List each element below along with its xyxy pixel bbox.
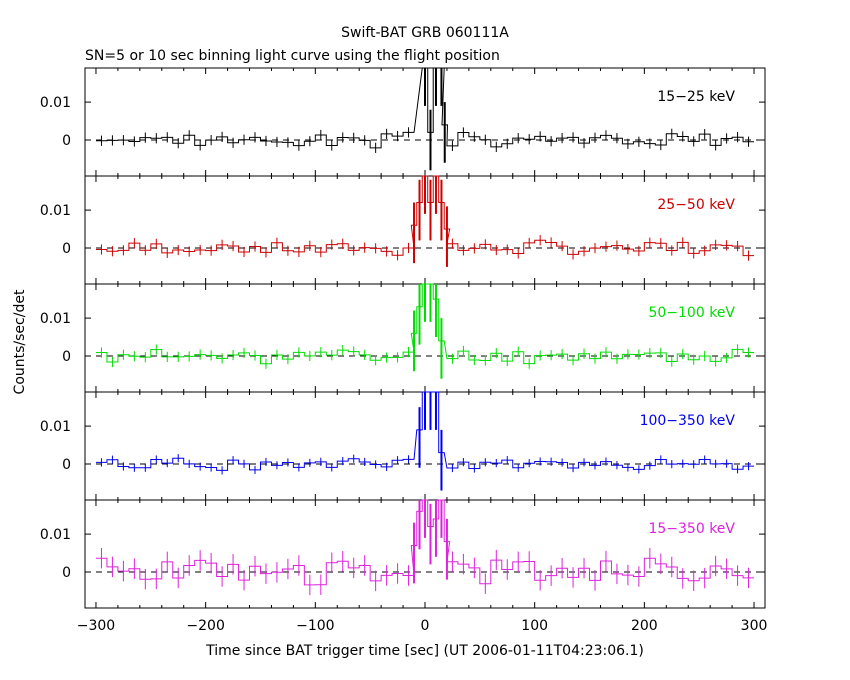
x-tick-label: −100 <box>296 618 334 634</box>
series-line <box>95 283 755 365</box>
energy-band-label: 100−350 keV <box>640 413 736 429</box>
error-bars <box>100 284 750 379</box>
chart-title: Swift-BAT GRB 060111A <box>341 25 509 41</box>
y-tick-label: 0.01 <box>40 527 71 543</box>
series-line <box>95 499 755 586</box>
error-bars <box>100 500 750 596</box>
series-line <box>95 391 755 471</box>
series-line <box>95 67 755 149</box>
y-tick-label: 0 <box>62 241 71 257</box>
x-tick-label: 200 <box>631 618 658 634</box>
y-tick-label: 0.01 <box>40 203 71 219</box>
energy-band-label: 15−25 keV <box>657 89 735 105</box>
error-bars <box>100 392 750 491</box>
panel-2: 0 0.01 50−100 keV <box>40 283 766 393</box>
series-line <box>95 175 755 257</box>
y-tick-label: 0 <box>62 565 71 581</box>
chart-subtitle: SN=5 or 10 sec binning light curve using… <box>85 48 500 64</box>
y-tick-label: 0 <box>62 133 71 149</box>
x-tick-labels: −300 −200 −100 0 100 200 300 <box>77 618 768 634</box>
x-tick-label: 100 <box>521 618 548 634</box>
energy-band-label: 15−350 keV <box>648 521 735 537</box>
energy-band-label: 50−100 keV <box>648 305 735 321</box>
y-axis-label: Counts/sec/det <box>12 289 28 394</box>
x-tick-label: −300 <box>77 618 115 634</box>
panel-0: 0 0.01 15−25 keV <box>40 67 766 177</box>
x-axis-label: Time since BAT trigger time [sec] (UT 20… <box>205 643 644 659</box>
y-tick-label: 0 <box>62 457 71 473</box>
y-tick-label: 0 <box>62 349 71 365</box>
error-bars <box>100 68 750 171</box>
y-tick-label: 0.01 <box>40 311 71 327</box>
y-tick-label: 0.01 <box>40 95 71 111</box>
panels-group: 0 0.01 15−25 keV 0 0.01 25−50 keV 0 0.01 50−100 … <box>40 67 766 609</box>
x-tick-label: 300 <box>741 618 768 634</box>
x-tick-label: 0 <box>421 618 430 634</box>
panel-4: 0 0.01 15−350 keV <box>40 499 766 609</box>
panel-3: 0 0.01 100−350 keV <box>40 391 766 501</box>
energy-band-label: 25−50 keV <box>657 197 735 213</box>
y-tick-label: 0.01 <box>40 419 71 435</box>
error-bars <box>100 176 750 267</box>
x-tick-label: −200 <box>186 618 224 634</box>
panel-1: 0 0.01 25−50 keV <box>40 175 766 285</box>
